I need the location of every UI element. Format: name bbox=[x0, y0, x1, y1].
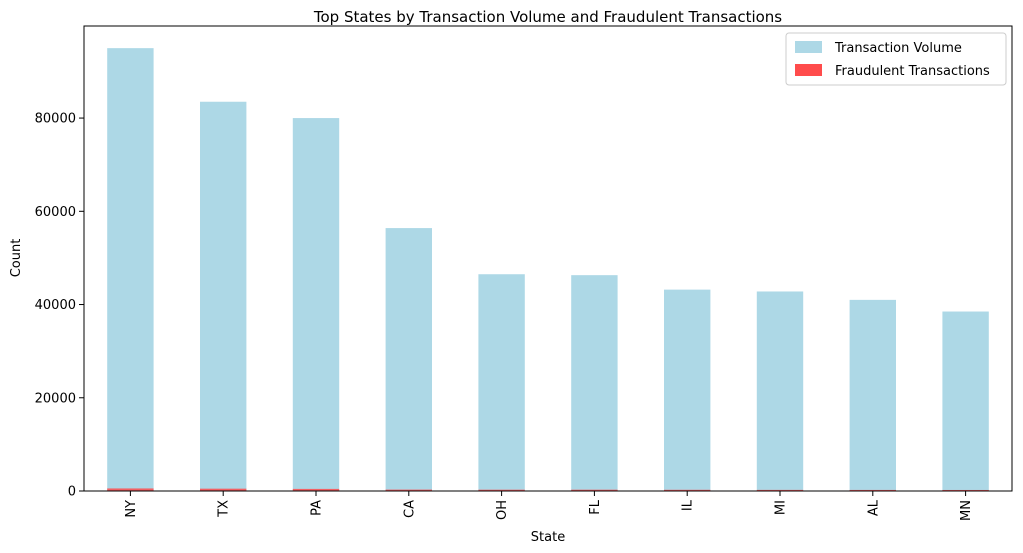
bar-fraudulent-transactions-ny bbox=[107, 488, 154, 491]
plot-area bbox=[83, 25, 1013, 492]
y-tick-label: 40000 bbox=[35, 298, 76, 313]
bar-fraudulent-transactions-oh bbox=[478, 489, 525, 491]
y-axis: 0 20000 40000 60000 80000 bbox=[35, 112, 84, 500]
x-tick-label-pa: PA bbox=[310, 500, 325, 516]
x-tick-label-oh: OH bbox=[495, 500, 510, 520]
bar-fraudulent-transactions-pa bbox=[292, 488, 340, 491]
legend: Transaction Volume Fraudulent Transactio… bbox=[785, 32, 1007, 86]
bar-fraudulent-transactions-mi bbox=[756, 489, 804, 491]
y-tick-label: 20000 bbox=[35, 391, 76, 406]
bar-transaction-volume-il bbox=[664, 289, 711, 491]
y-axis-label: Count bbox=[9, 239, 24, 278]
x-tick-label-il: IL bbox=[681, 499, 696, 511]
y-tick-label: 0 bbox=[68, 485, 76, 500]
x-tick-label-ny: NY bbox=[124, 500, 139, 518]
chart-title: Top States by Transaction Volume and Fra… bbox=[313, 8, 782, 26]
legend-swatch-fraudulent-transactions bbox=[795, 64, 822, 76]
plot-frame bbox=[83, 25, 1013, 492]
bar-transaction-volume-pa bbox=[292, 118, 340, 491]
bar-fraudulent-transactions-tx bbox=[200, 488, 247, 491]
legend-label-fraudulent-transactions: Fraudulent Transactions bbox=[835, 64, 990, 79]
bars-transaction-volume bbox=[107, 48, 989, 491]
bar-transaction-volume-oh bbox=[478, 274, 525, 491]
y-tick-label: 80000 bbox=[35, 112, 76, 127]
bar-fraudulent-transactions-al bbox=[849, 489, 896, 491]
x-axis: NY TX PA CA OH FL IL MI AL MN bbox=[124, 491, 974, 521]
bar-fraudulent-transactions-il bbox=[664, 489, 711, 491]
bar-transaction-volume-mi bbox=[756, 291, 804, 491]
bar-fraudulent-transactions-fl bbox=[571, 489, 618, 491]
legend-box bbox=[785, 32, 1007, 86]
bar-transaction-volume-ny bbox=[107, 48, 154, 491]
y-tick-label: 60000 bbox=[35, 205, 76, 220]
bar-transaction-volume-tx bbox=[200, 101, 247, 491]
x-tick-label-tx: TX bbox=[217, 500, 232, 518]
legend-swatch-transaction-volume bbox=[795, 41, 822, 53]
x-axis-label: State bbox=[531, 530, 565, 545]
bar-transaction-volume-ca bbox=[385, 228, 432, 491]
x-tick-label-mn: MN bbox=[959, 500, 974, 521]
bar-transaction-volume-fl bbox=[571, 275, 618, 491]
x-tick-label-ca: CA bbox=[402, 500, 417, 518]
bar-transaction-volume-al bbox=[849, 299, 896, 491]
x-tick-label-mi: MI bbox=[774, 500, 789, 515]
bar-transaction-volume-mn bbox=[942, 311, 989, 491]
bars-fraudulent-transactions bbox=[107, 488, 989, 491]
bar-fraudulent-transactions-mn bbox=[942, 489, 989, 491]
legend-label-transaction-volume: Transaction Volume bbox=[834, 41, 962, 56]
x-tick-label-fl: FL bbox=[588, 499, 603, 514]
x-tick-label-al: AL bbox=[866, 499, 881, 516]
bar-fraudulent-transactions-ca bbox=[385, 489, 432, 491]
